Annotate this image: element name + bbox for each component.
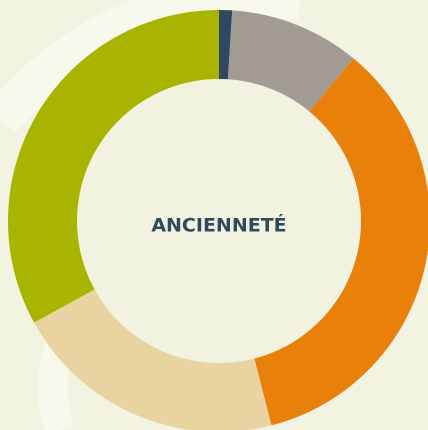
donut-hole [77, 79, 361, 363]
chart-title: ANCIENNETÉ [151, 214, 286, 237]
background-swirl [0, 0, 300, 134]
